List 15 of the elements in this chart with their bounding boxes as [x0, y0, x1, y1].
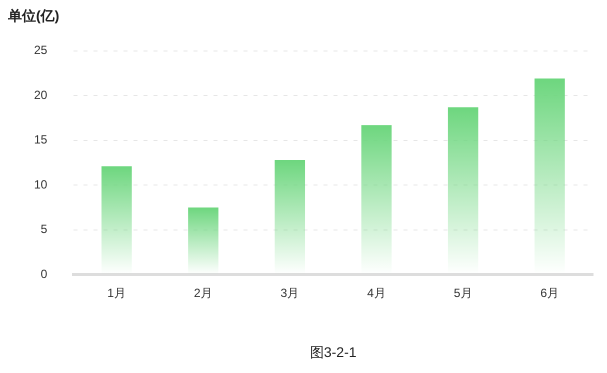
- y-tick-label: 15: [34, 132, 48, 147]
- y-tick-label: 0: [40, 266, 48, 281]
- bar: [188, 207, 218, 274]
- y-tick-label: 25: [34, 43, 48, 58]
- y-tick-label: 20: [34, 88, 48, 102]
- x-tick-label: 4月: [367, 286, 386, 300]
- x-tick-label: 2月: [194, 286, 213, 300]
- y-tick-label: 10: [34, 177, 48, 192]
- caption: 图3-2-1: [310, 344, 357, 360]
- y-axis-title: 单位(亿): [7, 7, 60, 24]
- x-tick-label: 6月: [540, 286, 560, 300]
- x-tick-label: 1月: [107, 286, 126, 300]
- x-tick-label: 3月: [280, 286, 300, 300]
- y-tick-label: 5: [40, 222, 48, 236]
- x-tick-label: 5月: [454, 286, 472, 300]
